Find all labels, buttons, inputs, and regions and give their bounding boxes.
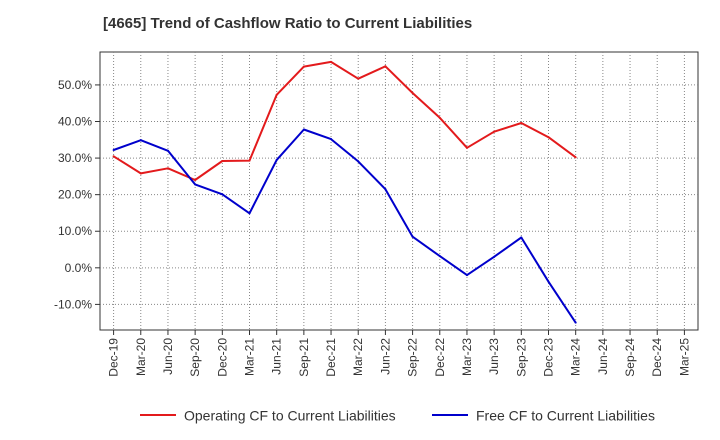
- x-tick-label: Mar-24: [569, 338, 583, 376]
- x-tick-label: Mar-22: [351, 338, 365, 376]
- data-point: [166, 149, 169, 152]
- data-point: [574, 156, 577, 159]
- y-tick-label: 20.0%: [58, 188, 92, 202]
- series-line-1: [113, 128, 577, 324]
- data-point: [520, 236, 523, 239]
- y-tick-label: 0.0%: [65, 261, 93, 275]
- data-point: [493, 255, 496, 258]
- x-tick-label: Sep-24: [623, 338, 637, 377]
- data-point: [330, 138, 333, 141]
- data-point: [411, 91, 414, 94]
- data-point: [112, 149, 115, 152]
- plot-area: [99, 51, 699, 331]
- data-point: [574, 321, 577, 324]
- grid-lines: [100, 52, 698, 330]
- legend-label-operating-cf: Operating CF to Current Liabilities: [184, 407, 396, 424]
- data-point: [465, 274, 468, 277]
- x-tick-label: Dec-21: [324, 338, 338, 377]
- legend-label-free-cf: Free CF to Current Liabilities: [476, 407, 655, 424]
- data-point: [357, 77, 360, 80]
- data-point: [520, 121, 523, 124]
- y-tick-label: 10.0%: [58, 224, 92, 238]
- data-point: [465, 146, 468, 149]
- legend: Operating CF to Current Liabilities Free…: [0, 398, 720, 428]
- data-point: [493, 130, 496, 133]
- data-point: [139, 172, 142, 175]
- data-point: [248, 212, 251, 215]
- data-point: [302, 128, 305, 131]
- x-axis: Dec-19 Mar-20 Jun-20 Sep-20 Dec-20 Mar-21 Jun-…: [107, 330, 691, 377]
- data-point: [194, 183, 197, 186]
- x-tick-label: Mar-21: [243, 338, 257, 376]
- data-point: [330, 60, 333, 63]
- data-point: [248, 159, 251, 162]
- y-tick-label: 50.0%: [58, 78, 92, 92]
- data-point: [112, 155, 115, 158]
- data-point: [275, 158, 278, 161]
- data-point: [194, 179, 197, 182]
- x-tick-label: Jun-20: [161, 338, 175, 375]
- data-point: [547, 280, 550, 283]
- data-point: [166, 167, 169, 170]
- x-tick-label: Jun-22: [378, 338, 392, 375]
- legend-item-free-cf: Free CF to Current Liabilities: [432, 406, 655, 423]
- x-tick-label: Jun-21: [270, 338, 284, 375]
- legend-swatch-free-cf: [432, 414, 468, 417]
- y-tick-label: -10.0%: [54, 297, 92, 311]
- x-tick-label: Mar-23: [460, 338, 474, 376]
- data-point: [438, 116, 441, 119]
- data-point: [411, 235, 414, 238]
- x-tick-label: Jun-23: [487, 338, 501, 375]
- y-tick-label: 40.0%: [58, 115, 92, 129]
- data-point: [438, 255, 441, 258]
- y-axis: -10.0% 0.0% 10.0% 20.0% 30.0% 40.0% 50.0%: [54, 78, 100, 311]
- x-tick-label: Sep-23: [514, 338, 528, 377]
- x-tick-label: Mar-20: [134, 338, 148, 376]
- series-lines: [112, 60, 577, 324]
- data-point: [547, 136, 550, 139]
- data-point: [275, 93, 278, 96]
- x-tick-label: Sep-21: [297, 338, 311, 377]
- line-chart: -10.0% 0.0% 10.0% 20.0% 30.0% 40.0% 50.0% Dec-…: [54, 51, 699, 377]
- chart-title: [4665] Trend of Cashflow Ratio to Curren…: [103, 15, 473, 32]
- x-tick-label: Dec-24: [650, 338, 664, 377]
- legend-swatch-operating-cf: [140, 414, 176, 417]
- x-tick-label: Jun-24: [596, 338, 610, 375]
- data-point: [221, 160, 224, 163]
- data-point: [302, 65, 305, 68]
- data-point: [384, 188, 387, 191]
- x-tick-label: Dec-23: [542, 338, 556, 377]
- data-point: [357, 160, 360, 163]
- data-point: [139, 139, 142, 142]
- y-tick-label: 30.0%: [58, 151, 92, 165]
- x-tick-label: Dec-22: [433, 338, 447, 377]
- x-tick-label: Dec-19: [107, 338, 121, 377]
- x-tick-label: Sep-22: [406, 338, 420, 377]
- x-tick-label: Dec-20: [215, 338, 229, 377]
- x-tick-label: Sep-20: [188, 338, 202, 377]
- legend-item-operating-cf: Operating CF to Current Liabilities: [140, 406, 396, 423]
- data-point: [221, 193, 224, 196]
- data-point: [384, 65, 387, 68]
- x-tick-label: Mar-25: [677, 338, 691, 376]
